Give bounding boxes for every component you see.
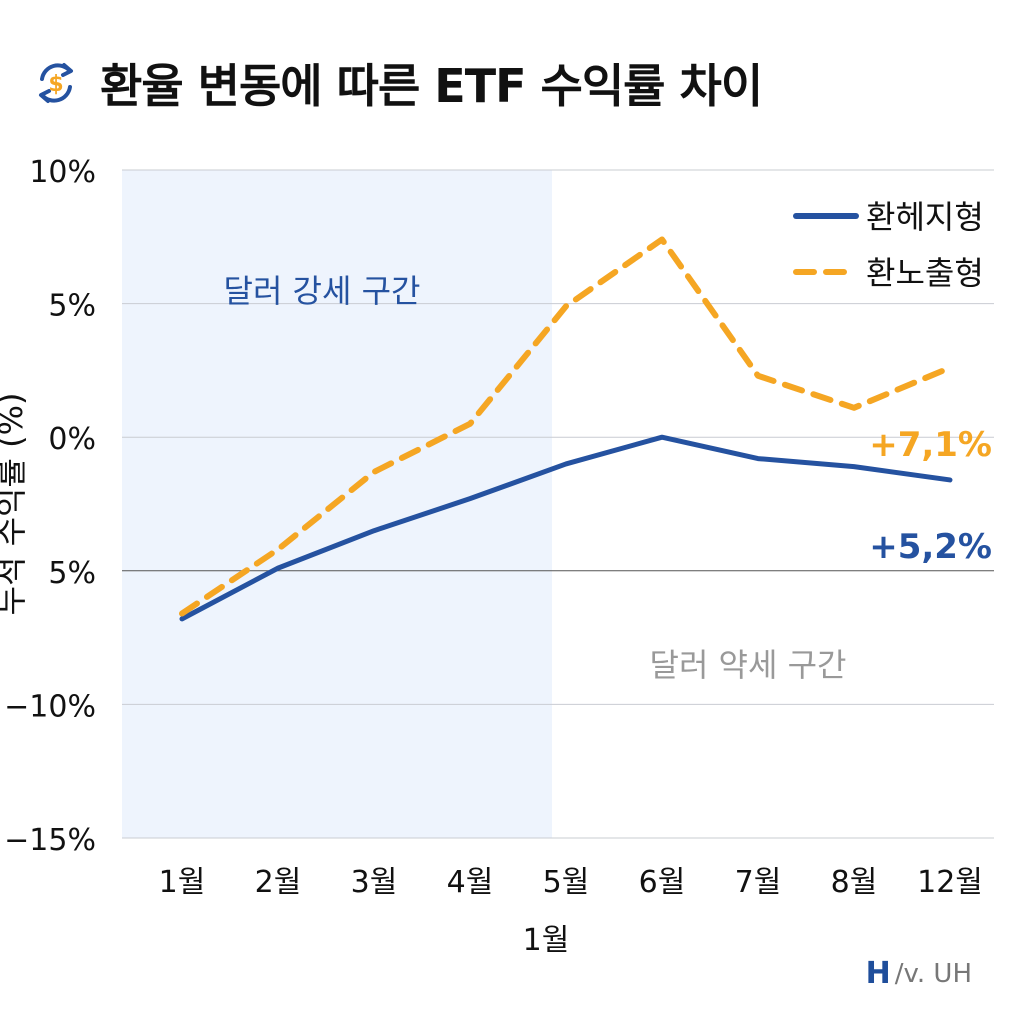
legend-label: 환헤지형 (866, 198, 984, 236)
watermark: H /v. UH (866, 956, 972, 991)
x-tick-label: 5월 (543, 865, 590, 900)
y-tick-label: 0% (48, 422, 96, 457)
end-value-label: +7,1% (869, 425, 992, 465)
x-tick-label: 2월 (255, 865, 302, 900)
y-tick-label: −15% (4, 823, 96, 858)
page-title: 환율 변동에 따른 ETF 수익률 차이 (100, 59, 763, 113)
region-label: 달러 강세 구간 (224, 272, 421, 310)
x-axis-label: 1월 (523, 923, 570, 958)
y-tick-label: 10% (29, 155, 96, 190)
region-label: 달러 약세 구간 (650, 646, 847, 684)
x-tick-label: 1월 (159, 865, 206, 900)
x-tick-label: 12월 (917, 865, 983, 900)
region-band (552, 170, 994, 838)
x-tick-label: 7월 (735, 865, 782, 900)
series-line (179, 236, 953, 617)
y-tick-label: 5% (48, 556, 96, 591)
svg-text:$: $ (48, 72, 63, 97)
end-value-label: +5,2% (869, 527, 992, 567)
x-tick-label: 4월 (447, 865, 494, 900)
watermark-logo: H (865, 956, 891, 991)
legend-label: 환노출형 (866, 254, 984, 292)
y-tick-label: −10% (4, 689, 96, 724)
x-tick-label: 6월 (639, 865, 686, 900)
series-line (179, 434, 953, 622)
y-axis-label: 누적 수익률 (%) (0, 393, 30, 616)
watermark-text: /v. UH (894, 958, 972, 989)
x-tick-label: 8월 (831, 865, 878, 900)
title-bar: $ 환율 변동에 따른 ETF 수익률 차이 (30, 48, 763, 118)
currency-exchange-icon: $ (39, 63, 73, 103)
y-tick-label: 5% (48, 289, 96, 324)
x-tick-label: 3월 (351, 865, 398, 900)
